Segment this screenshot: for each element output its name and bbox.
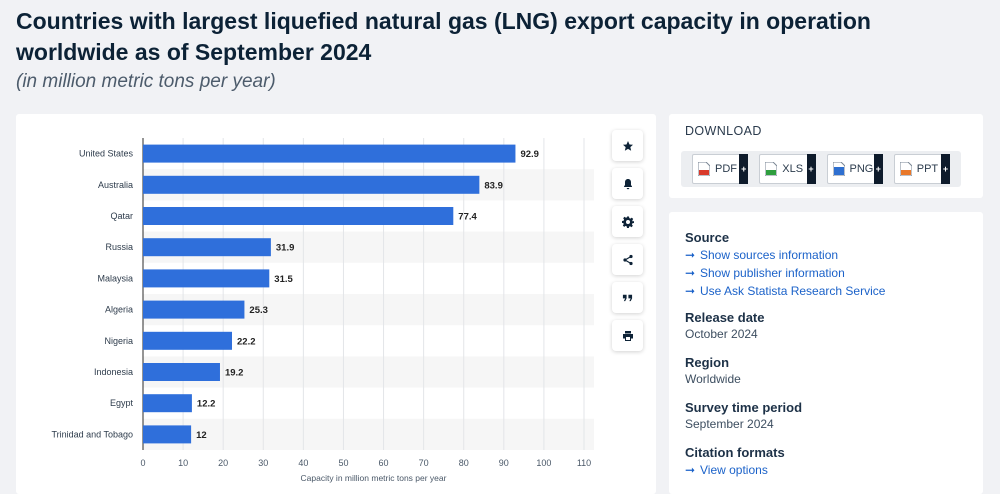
chart-card: 0 10 20 30 40 50 60 70 80 90 100 110 United States 92…: [16, 114, 656, 494]
category-label: Egypt: [110, 398, 134, 408]
quote-icon: [622, 294, 633, 302]
value-label: 83.9: [484, 180, 503, 191]
arrow-right-icon: ➞: [685, 463, 696, 477]
category-label: Russia: [105, 242, 133, 252]
release-date-value: October 2024: [685, 327, 758, 341]
x-axis-title: Capacity in million metric tons per year: [301, 473, 447, 483]
show-sources-link[interactable]: ➞ Show sources information: [685, 248, 839, 262]
survey-period-value: September 2024: [685, 417, 774, 431]
download-panel: DOWNLOAD PDF + XLS + PNG + PPT +: [669, 114, 983, 198]
arrow-right-icon: ➞: [685, 266, 696, 280]
plus-icon: +: [941, 154, 950, 184]
star-icon: [622, 140, 633, 151]
source-label: Source: [685, 230, 730, 245]
download-png-label: PNG: [849, 163, 874, 175]
bar: [143, 425, 192, 444]
region-value: Worldwide: [685, 372, 741, 386]
x-tick-label: 30: [258, 458, 268, 468]
category-label: Trinidad and Tobago: [51, 429, 133, 439]
bar: [143, 207, 454, 225]
download-xls-label: XLS: [782, 163, 804, 175]
x-tick-label: 110: [577, 458, 591, 468]
chart-toolbar: [612, 130, 644, 358]
show-publisher-link[interactable]: ➞ Show publisher information: [685, 266, 845, 280]
category-label: Nigeria: [104, 336, 133, 346]
value-label: 31.9: [276, 243, 295, 254]
category-label: Malaysia: [97, 273, 133, 283]
download-png-button[interactable]: PNG +: [826, 154, 883, 184]
source-links: ➞ Show sources information ➞ Show publishe…: [685, 246, 967, 300]
download-ppt-label: PPT: [916, 163, 939, 175]
value-label: 92.9: [520, 149, 539, 160]
page-title: Countries with largest liquefied natural…: [16, 8, 871, 65]
ask-statista-link[interactable]: ➞ Use Ask Statista Research Service: [685, 284, 886, 298]
share-icon: [622, 254, 633, 265]
bar: [143, 300, 245, 319]
pdf-file-icon: [698, 162, 710, 176]
category-label: Qatar: [110, 211, 133, 221]
print-icon: [622, 330, 633, 341]
print-button[interactable]: [612, 320, 643, 351]
notification-button[interactable]: [612, 168, 643, 199]
view-options-link[interactable]: ➞ View options: [685, 463, 768, 477]
download-xls-button[interactable]: XLS +: [759, 154, 816, 184]
region-label: Region: [685, 355, 730, 370]
value-label: 25.3: [249, 305, 268, 316]
bar: [143, 363, 220, 381]
survey-period-label: Survey time period: [685, 400, 803, 415]
x-tick-label: 50: [338, 458, 348, 468]
favorite-button[interactable]: [612, 130, 643, 161]
x-tick-label: 80: [459, 458, 469, 468]
plus-icon: +: [739, 154, 749, 184]
ppt-file-icon: [899, 162, 912, 176]
download-buttons: PDF + XLS + PNG + PPT +: [681, 151, 961, 187]
plus-icon: +: [873, 154, 883, 184]
value-label: 19.2: [225, 368, 244, 379]
x-tick-label: 40: [298, 458, 308, 468]
x-tick-label: 20: [218, 458, 228, 468]
gear-icon: [621, 216, 634, 228]
row-stripe: [143, 418, 594, 450]
x-tick-label: 10: [178, 458, 188, 468]
arrow-right-icon: ➞: [685, 248, 696, 262]
citation-formats-label: Citation formats: [685, 445, 785, 460]
x-tick-label: 90: [499, 458, 509, 468]
bar: [143, 394, 192, 413]
x-tick-label: 70: [419, 458, 429, 468]
download-heading: DOWNLOAD: [685, 124, 762, 138]
download-pdf-label: PDF: [715, 163, 737, 175]
page-subtitle: (in million metric tons per year): [16, 71, 276, 92]
value-label: 22.2: [237, 336, 256, 347]
share-button[interactable]: [612, 244, 643, 275]
x-tick-label: 100: [536, 458, 551, 468]
value-label: 12: [196, 430, 207, 441]
bar: [143, 175, 480, 194]
png-file-icon: [832, 162, 845, 176]
citation-button[interactable]: [612, 282, 643, 313]
bar: [143, 331, 233, 350]
value-label: 31.5: [274, 274, 293, 285]
bar: [143, 238, 271, 257]
x-tick-label: 0: [140, 458, 145, 468]
bar: [143, 144, 516, 163]
settings-button[interactable]: [612, 206, 643, 237]
value-label: 77.4: [458, 212, 477, 223]
download-ppt-button[interactable]: PPT +: [893, 154, 950, 184]
plus-icon: +: [806, 154, 816, 184]
x-tick-label: 60: [379, 458, 389, 468]
value-label: 12.2: [197, 399, 216, 410]
statistic-details: Source ➞ Show sources information ➞ Show p…: [669, 212, 983, 494]
category-label: Algeria: [105, 305, 133, 315]
category-label: Indonesia: [94, 367, 133, 377]
category-label: Australia: [98, 180, 133, 190]
bell-icon: [623, 178, 632, 189]
arrow-right-icon: ➞: [685, 284, 696, 298]
category-label: United States: [79, 149, 134, 159]
bar-chart: 0 10 20 30 40 50 60 70 80 90 100 110 United States 92…: [51, 138, 594, 483]
release-date-label: Release date: [685, 310, 765, 325]
bar: [143, 269, 270, 288]
download-pdf-button[interactable]: PDF +: [692, 154, 749, 184]
xls-file-icon: [765, 162, 778, 176]
